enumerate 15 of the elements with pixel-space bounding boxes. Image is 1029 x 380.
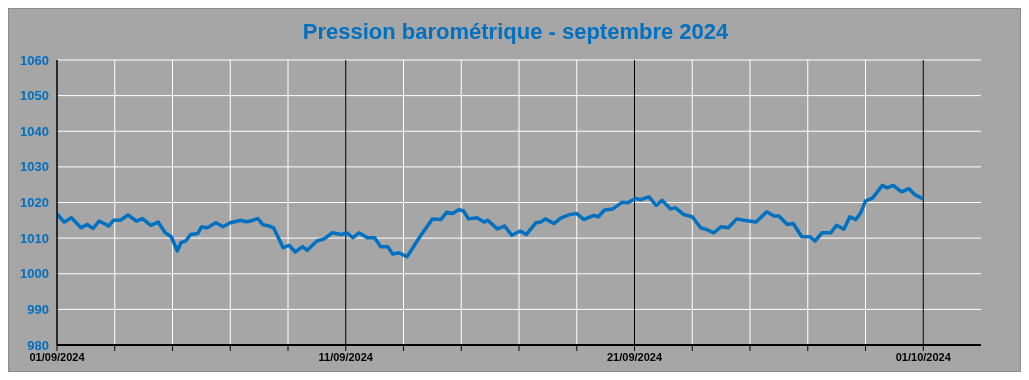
- x-tick-label: 01/10/2024: [895, 350, 952, 363]
- x-tick-label: 11/09/2024: [318, 350, 374, 363]
- x-tick-label: 01/09/2024: [29, 350, 86, 363]
- y-tick-label: 1020: [20, 195, 49, 211]
- y-tick-label: 1060: [20, 52, 49, 68]
- line-series: [57, 183, 925, 259]
- y-tick-label: 1050: [20, 88, 49, 104]
- chart-title: Pression barométrique - septembre 2024: [301, 19, 730, 45]
- y-tick-label: 1040: [20, 123, 49, 139]
- y-tick-label: 1030: [20, 159, 49, 175]
- y-tick-label: 980: [27, 337, 49, 353]
- y-tick-label: 1010: [20, 230, 49, 246]
- y-tick-label: 990: [27, 301, 49, 317]
- x-tick-label: 21/09/2024: [606, 350, 663, 363]
- y-tick-label: 1000: [20, 266, 49, 282]
